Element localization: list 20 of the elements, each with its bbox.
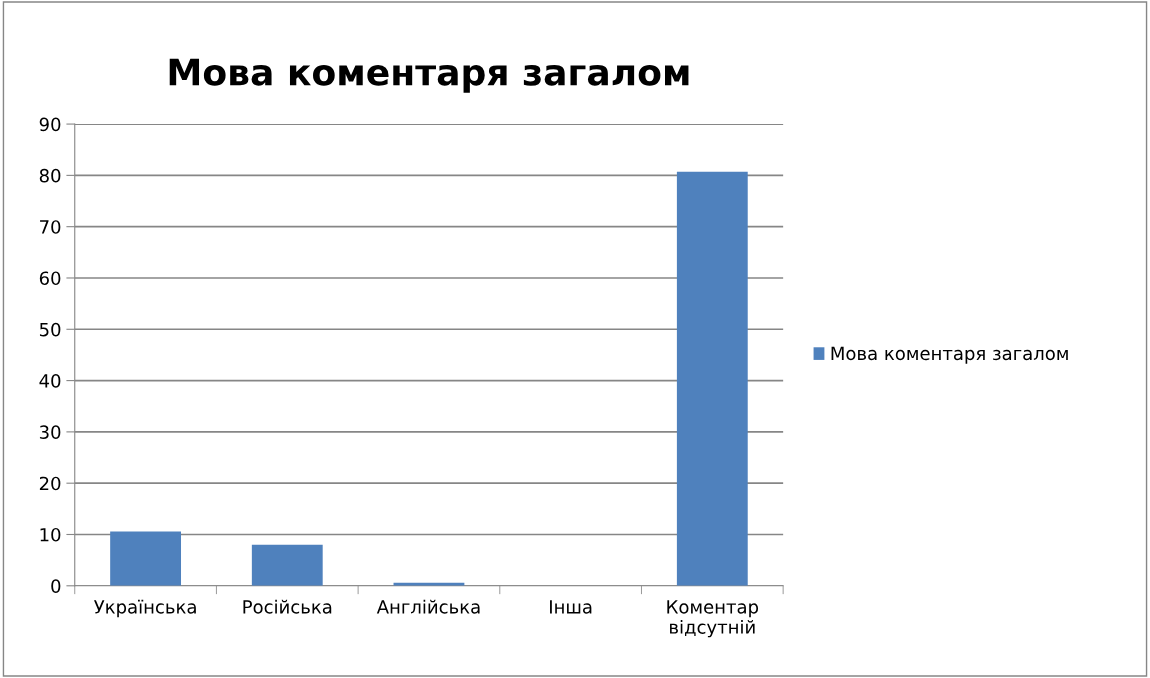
y-tick-label: 20 [39, 476, 61, 491]
x-tick-label: Інша [550, 600, 592, 614]
legend-label: Мова коментаря загалом [831, 346, 1068, 364]
y-tick-label: 30 [39, 425, 61, 439]
bar [110, 531, 182, 586]
y-tick-label: 80 [39, 168, 61, 183]
x-tick-label: Коментар відсутній [667, 600, 759, 638]
y-tick-label: 90 [39, 117, 61, 132]
y-tick-label: 0 [51, 579, 61, 593]
x-tick-label: Англійська [376, 599, 480, 614]
x-tick-label: Російська [243, 599, 332, 614]
y-tick-label: 50 [39, 322, 61, 337]
bar [676, 171, 748, 586]
y-tick-label: 10 [40, 527, 61, 542]
y-tick-label: 70 [40, 220, 61, 234]
y-tick-label: 60 [39, 271, 61, 286]
x-tick-label: Українська [94, 599, 196, 618]
bar [251, 544, 323, 586]
y-tick-label: 40 [39, 374, 61, 388]
chart-title: Мова коментаря загалом [169, 58, 689, 93]
